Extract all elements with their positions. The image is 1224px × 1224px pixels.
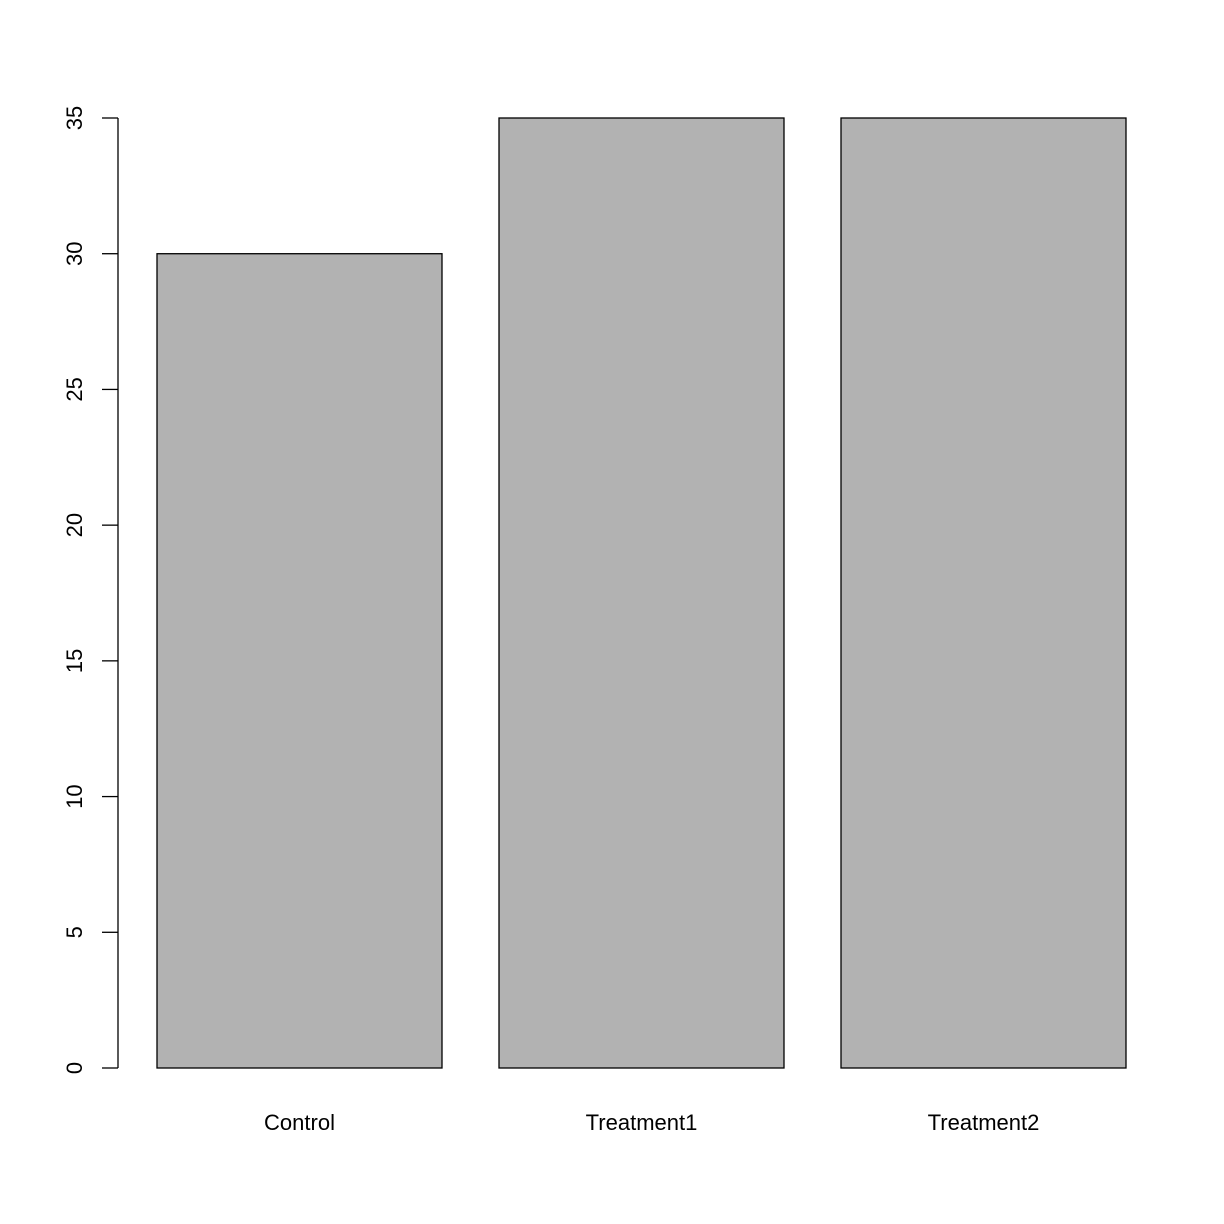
x-axis-labels: Control Treatment1 Treatment2 <box>264 1110 1039 1135</box>
y-tick-label: 10 <box>62 784 87 808</box>
bars <box>156 117 1127 1069</box>
bar-treatment2 <box>840 117 1127 1069</box>
y-tick-label: 25 <box>62 377 87 401</box>
y-tick-label: 0 <box>62 1062 87 1074</box>
y-tick-label: 35 <box>62 106 87 130</box>
category-label: Control <box>264 1110 335 1135</box>
bar-control <box>156 253 443 1069</box>
y-tick-label: 15 <box>62 649 87 673</box>
y-tick-label: 20 <box>62 513 87 537</box>
y-tick-label: 30 <box>62 241 87 265</box>
bar-treatment1 <box>498 117 785 1069</box>
y-axis: 0 5 10 15 20 25 30 35 <box>62 106 119 1074</box>
category-label: Treatment1 <box>586 1110 698 1135</box>
category-label: Treatment2 <box>928 1110 1040 1135</box>
y-tick-label: 5 <box>62 926 87 938</box>
